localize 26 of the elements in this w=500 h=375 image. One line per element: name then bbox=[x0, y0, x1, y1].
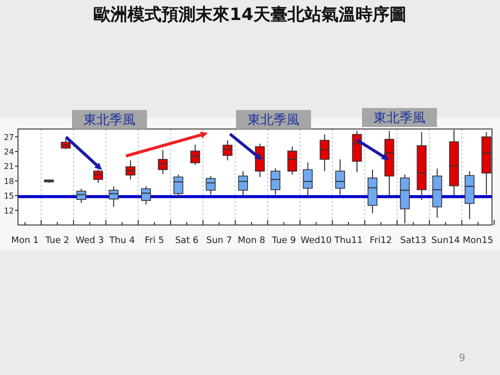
x-tick-label: Tue 9 bbox=[270, 236, 296, 246]
text: 東北季風 bbox=[248, 113, 300, 128]
x-tick-label: Thu11 bbox=[333, 236, 363, 246]
x-tick-label: Sun 7 bbox=[206, 236, 232, 246]
x-tick-label: Wed 3 bbox=[76, 236, 104, 246]
x-tick-label: Sun14 bbox=[431, 236, 460, 246]
x-tick-label: Sat13 bbox=[400, 236, 426, 246]
x-tick-label: Fri12 bbox=[370, 236, 392, 246]
y-tick-label: 27 bbox=[4, 132, 14, 142]
x-tick-label: Mon 1 bbox=[11, 236, 39, 246]
text: 9 bbox=[458, 353, 466, 364]
x-tick-label: Sat 6 bbox=[175, 236, 199, 246]
x-tick-label: Mon 8 bbox=[238, 236, 266, 246]
x-tick-label: Wed10 bbox=[300, 236, 332, 246]
y-tick-label: 21 bbox=[4, 162, 14, 172]
text: 東北季風 bbox=[84, 113, 136, 128]
y-tick-label: 24 bbox=[4, 148, 14, 157]
x-tick-label: Tue 2 bbox=[44, 236, 70, 246]
y-tick-label: 15 bbox=[4, 192, 14, 201]
chart-title: 歐洲模式預測末來14天臺北站氣溫時序圖 bbox=[94, 5, 406, 25]
text: 東北季風 bbox=[374, 111, 426, 126]
x-tick-label: Thu 4 bbox=[108, 236, 136, 246]
x-tick-label: Mon15 bbox=[462, 236, 494, 246]
x-tick-label: Fri 5 bbox=[144, 236, 164, 246]
y-tick-label: 12 bbox=[4, 206, 14, 216]
y-tick-label: 18 bbox=[4, 176, 14, 186]
